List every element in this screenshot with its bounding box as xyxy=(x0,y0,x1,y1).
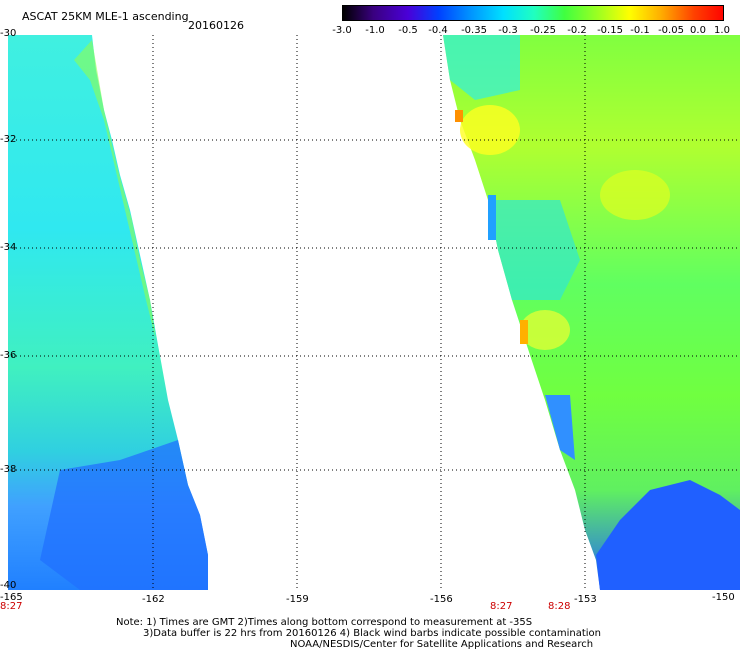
lon-label: -153 xyxy=(574,594,597,605)
note-line-3: NOAA/NESDIS/Center for Satellite Applica… xyxy=(290,639,594,650)
colorbar-label: -3.0 xyxy=(332,25,352,36)
colorbar-labels: -3.0 -1.0 -0.5 -0.4 -0.35 -0.3 -0.25 -0.… xyxy=(330,25,730,37)
right-swath-yellow-2 xyxy=(600,170,670,220)
gridlines xyxy=(8,35,740,590)
lon-label: -162 xyxy=(142,594,165,605)
right-swath-blue xyxy=(596,480,740,590)
colorbar-label: -0.4 xyxy=(428,25,448,36)
right-swath-blue-patch xyxy=(488,195,496,240)
right-swath-orange-2 xyxy=(520,320,528,344)
lat-label: -32 xyxy=(0,134,17,145)
right-swath-cyan xyxy=(443,35,520,100)
right-swath xyxy=(443,35,740,590)
colorbar-label: 1.0 xyxy=(714,25,730,36)
colorbar-label: -0.05 xyxy=(658,25,684,36)
colorbar-label: -0.35 xyxy=(461,25,487,36)
colorbar-label: -0.15 xyxy=(597,25,623,36)
map-title: ASCAT 25KM MLE-1 ascending xyxy=(22,10,189,23)
note-line-2: 3)Data buffer is 22 hrs from 20160126 4)… xyxy=(143,628,601,639)
colorbar-label: -0.1 xyxy=(630,25,650,36)
time-label: 8:27 xyxy=(490,601,513,612)
left-swath-edge xyxy=(74,40,156,340)
colorbar-label: -0.5 xyxy=(398,25,418,36)
colorbar xyxy=(342,5,724,21)
right-swath-cyan-mid xyxy=(488,200,580,300)
note-line-1: Note: 1) Times are GMT 2)Times along bot… xyxy=(116,617,533,628)
colorbar-label: -0.3 xyxy=(498,25,518,36)
lon-label: -156 xyxy=(430,594,453,605)
time-label: 8:28 xyxy=(548,601,571,612)
colorbar-label: 0.0 xyxy=(690,25,706,36)
time-label: 8:27 xyxy=(0,601,23,612)
right-swath-yellow-1 xyxy=(460,105,520,155)
lon-label: -150 xyxy=(712,592,735,603)
lat-label: -30 xyxy=(0,28,17,39)
lat-label: -40 xyxy=(0,580,17,591)
lat-label: -36 xyxy=(0,350,17,361)
right-swath-orange-1 xyxy=(455,110,463,122)
colorbar-label: -0.2 xyxy=(567,25,587,36)
map-date: 20160126 xyxy=(188,19,244,32)
lat-label: -34 xyxy=(0,242,17,253)
lon-label: -159 xyxy=(286,594,309,605)
lat-label: -38 xyxy=(0,464,17,475)
colorbar-label: -1.0 xyxy=(365,25,385,36)
lon-label: -165 xyxy=(0,592,23,603)
right-swath-yellow-3 xyxy=(520,310,570,350)
colorbar-label: -0.25 xyxy=(530,25,556,36)
right-swath-blue-edge xyxy=(545,395,575,460)
left-swath-blue xyxy=(40,440,208,590)
